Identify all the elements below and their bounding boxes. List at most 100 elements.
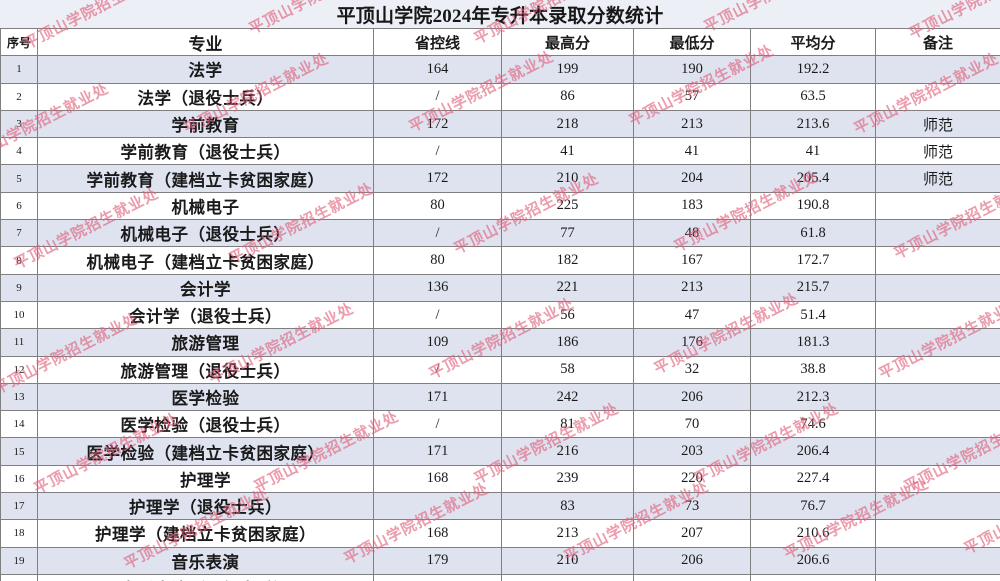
- cell-lowest-score: 206: [633, 546, 751, 575]
- cell-remarks: [875, 55, 1000, 84]
- cell-province-line: /: [373, 82, 502, 111]
- cell-highest-score: 210: [501, 164, 634, 193]
- cell-lowest-score: 57: [633, 82, 751, 111]
- cell-index: 13: [0, 382, 38, 412]
- cell-province-line: 172: [373, 164, 502, 193]
- cell-highest-score: 41: [501, 137, 634, 166]
- cell-province-line: 164: [373, 55, 502, 84]
- cell-remarks: [875, 328, 1000, 357]
- cell-average-score: 227.4: [750, 464, 876, 494]
- table-row: 4 学前教育（退役士兵）/41 41 41 师范: [0, 137, 1000, 166]
- page-title: 平顶山学院2024年专升本录取分数统计: [336, 5, 664, 27]
- cell-highest-score: 210: [501, 546, 634, 575]
- cell-index: 18: [0, 519, 38, 548]
- table-row: 5 学前教育（建档立卡贫困家庭） 172 210 204 205.4 师范: [0, 164, 1000, 193]
- column-header-major: 专业: [37, 27, 374, 57]
- cell-major: 医学检验: [37, 382, 374, 412]
- table-row: 7 机械电子（退役士兵）/77 48 61.8: [0, 219, 1000, 248]
- column-header-lowest-score: 最低分: [633, 27, 751, 57]
- cell-lowest-score: 213: [633, 109, 751, 139]
- cell-lowest-score: 220: [633, 464, 751, 494]
- cell-index: 1: [0, 55, 38, 84]
- cell-average-score: 63.5: [750, 82, 876, 111]
- cell-province-line: /: [373, 300, 502, 330]
- cell-average-score: 38.8: [750, 355, 876, 384]
- column-header-province-line: 省控线: [373, 27, 502, 57]
- cell-index: 19: [0, 546, 38, 575]
- table-row: 6 机械电子 80 225 183 190.8: [0, 191, 1000, 221]
- table-row: 13 医学检验 171 242 206 212.3: [0, 382, 1000, 412]
- cell-average-score: 114.9: [750, 573, 876, 581]
- table-row: 14 医学检验（退役士兵）/81 70 74.6: [0, 410, 1000, 439]
- cell-province-line: /: [373, 219, 502, 248]
- cell-index: 9: [0, 273, 38, 302]
- cell-province-line: 179: [373, 546, 502, 575]
- column-header-average-score: 平均分: [750, 27, 876, 57]
- cell-remarks: [875, 219, 1000, 248]
- cell-lowest-score: 41: [633, 137, 751, 166]
- cell-remarks: [875, 546, 1000, 575]
- cell-major: 法学: [37, 55, 374, 84]
- cell-lowest-score: 183: [633, 191, 751, 221]
- cell-major: 护理学: [37, 464, 374, 494]
- cell-major: 机械电子: [37, 191, 374, 221]
- cell-major: 旅游管理（退役士兵）: [37, 355, 374, 384]
- cell-average-score: 215.7: [750, 273, 876, 302]
- cell-major: 学前教育（建档立卡贫困家庭）: [37, 164, 374, 193]
- score-table: 序号 专业 省控线 最高分 最低分 平均分 备注 1 法学 164 199 190 192…: [0, 27, 1000, 581]
- cell-lowest-score: 73: [633, 492, 751, 521]
- cell-lowest-score: 167: [633, 246, 751, 275]
- cell-index: 17: [0, 492, 38, 521]
- cell-highest-score: 221: [501, 273, 634, 302]
- cell-average-score: 51.4: [750, 300, 876, 330]
- cell-average-score: 74.6: [750, 410, 876, 439]
- page-title-bar: 平顶山学院2024年专升本录取分数统计: [0, 0, 1000, 28]
- table-row: 15 医学检验（建档立卡贫困家庭） 171 216 203 206.4: [0, 437, 1000, 466]
- cell-index: 3: [0, 109, 38, 139]
- cell-highest-score: 218: [501, 109, 634, 139]
- table-row: 19 音乐表演 179 210 206 206.6: [0, 546, 1000, 575]
- cell-highest-score: 199: [501, 55, 634, 84]
- cell-index: 10: [0, 300, 38, 330]
- cell-province-line: /: [373, 355, 502, 384]
- cell-highest-score: 213: [501, 519, 634, 548]
- cell-lowest-score: 70: [633, 410, 751, 439]
- cell-remarks: [875, 437, 1000, 466]
- cell-major: 护理学（建档立卡贫困家庭）: [37, 519, 374, 548]
- cell-lowest-score: 48: [633, 219, 751, 248]
- cell-index: 15: [0, 437, 38, 466]
- cell-major: 会计学: [37, 273, 374, 302]
- cell-lowest-score: 190: [633, 55, 751, 84]
- table-row: 9 会计学 136 221 213 215.7: [0, 273, 1000, 302]
- cell-major: 音乐表演（退役士兵）: [37, 573, 374, 581]
- cell-highest-score: 77: [501, 219, 634, 248]
- cell-highest-score: 83: [501, 492, 634, 521]
- cell-remarks: 师范: [875, 109, 1000, 139]
- cell-index: 8: [0, 246, 38, 275]
- cell-province-line: 136: [373, 273, 502, 302]
- cell-remarks: [875, 355, 1000, 384]
- cell-index: 12: [0, 355, 38, 384]
- cell-highest-score: 242: [501, 382, 634, 412]
- cell-lowest-score: 213: [633, 273, 751, 302]
- cell-remarks: [875, 382, 1000, 412]
- score-table-container: 序号 专业 省控线 最高分 最低分 平均分 备注 1 法学 164 199 190 192…: [0, 27, 1000, 581]
- cell-highest-score: 216: [501, 437, 634, 466]
- cell-average-score: 192.2: [750, 55, 876, 84]
- cell-average-score: 76.7: [750, 492, 876, 521]
- column-header-highest-score: 最高分: [501, 27, 634, 57]
- cell-remarks: [875, 82, 1000, 111]
- cell-lowest-score: 203: [633, 437, 751, 466]
- cell-remarks: [875, 573, 1000, 581]
- cell-index: 16: [0, 464, 38, 494]
- cell-province-line: [373, 492, 502, 521]
- cell-province-line: 168: [373, 519, 502, 548]
- cell-average-score: 205.4: [750, 164, 876, 193]
- cell-lowest-score: 206: [633, 382, 751, 412]
- cell-index: 2: [0, 82, 38, 111]
- cell-index: 6: [0, 191, 38, 221]
- cell-average-score: 61.8: [750, 219, 876, 248]
- cell-highest-score: 58: [501, 355, 634, 384]
- cell-average-score: 172.7: [750, 246, 876, 275]
